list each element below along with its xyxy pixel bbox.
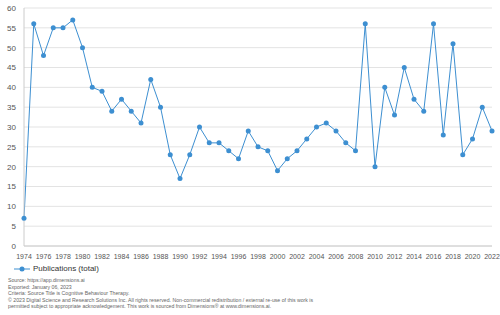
svg-text:1994: 1994 (211, 253, 227, 260)
svg-text:2016: 2016 (426, 253, 442, 260)
svg-text:30: 30 (8, 123, 17, 132)
svg-text:2000: 2000 (270, 253, 286, 260)
svg-text:50: 50 (8, 44, 17, 53)
svg-text:1980: 1980 (75, 253, 91, 260)
svg-text:20: 20 (8, 163, 17, 172)
svg-text:2006: 2006 (328, 253, 344, 260)
svg-text:10: 10 (8, 202, 17, 211)
html-text:permitted subject to appropria: permitted subject to appropriate acknowl… (8, 303, 272, 310)
svg-text:2014: 2014 (406, 253, 422, 260)
svg-text:1990: 1990 (172, 253, 188, 260)
svg-text:55: 55 (8, 24, 17, 33)
svg-text:2004: 2004 (309, 253, 325, 260)
svg-text:2020: 2020 (465, 253, 481, 260)
svg-text:5: 5 (12, 222, 17, 231)
svg-text:1998: 1998 (250, 253, 266, 260)
svg-text:1988: 1988 (153, 253, 169, 260)
svg-text:1974: 1974 (16, 253, 32, 260)
svg-text:2018: 2018 (445, 253, 461, 260)
svg-text:25: 25 (8, 143, 17, 152)
svg-text:45: 45 (8, 63, 17, 72)
svg-text:1978: 1978 (55, 253, 71, 260)
svg-text:1982: 1982 (94, 253, 110, 260)
html-text:Exported: January 06, 2023: Exported: January 06, 2023 (8, 283, 72, 290)
html-text:Publications (total): Publications (total) (33, 264, 99, 273)
svg-text:2002: 2002 (289, 253, 305, 260)
svg-text:0: 0 (12, 242, 17, 251)
html-text:Source: https://app.dimensions: Source: https://app.dimensions.ai (8, 277, 85, 283)
svg-text:2010: 2010 (367, 253, 383, 260)
svg-text:60: 60 (8, 4, 17, 13)
svg-text:15: 15 (8, 182, 17, 191)
html-text:© 2023 Digital Science and Res: © 2023 Digital Science and Research Solu… (8, 296, 314, 303)
svg-text:1986: 1986 (133, 253, 149, 260)
svg-text:35: 35 (8, 103, 17, 112)
svg-text:1996: 1996 (231, 253, 247, 260)
svg-text:1992: 1992 (192, 253, 208, 260)
svg-text:2022: 2022 (484, 253, 492, 260)
html-text:Criteria: Source Title is Cogn: Criteria: Source Title is Cognitive Beha… (8, 290, 130, 297)
svg-text:40: 40 (8, 83, 17, 92)
svg-text:1976: 1976 (36, 253, 52, 260)
svg-text:2012: 2012 (387, 253, 403, 260)
svg-text:1984: 1984 (114, 253, 130, 260)
svg-text:2008: 2008 (348, 253, 364, 260)
